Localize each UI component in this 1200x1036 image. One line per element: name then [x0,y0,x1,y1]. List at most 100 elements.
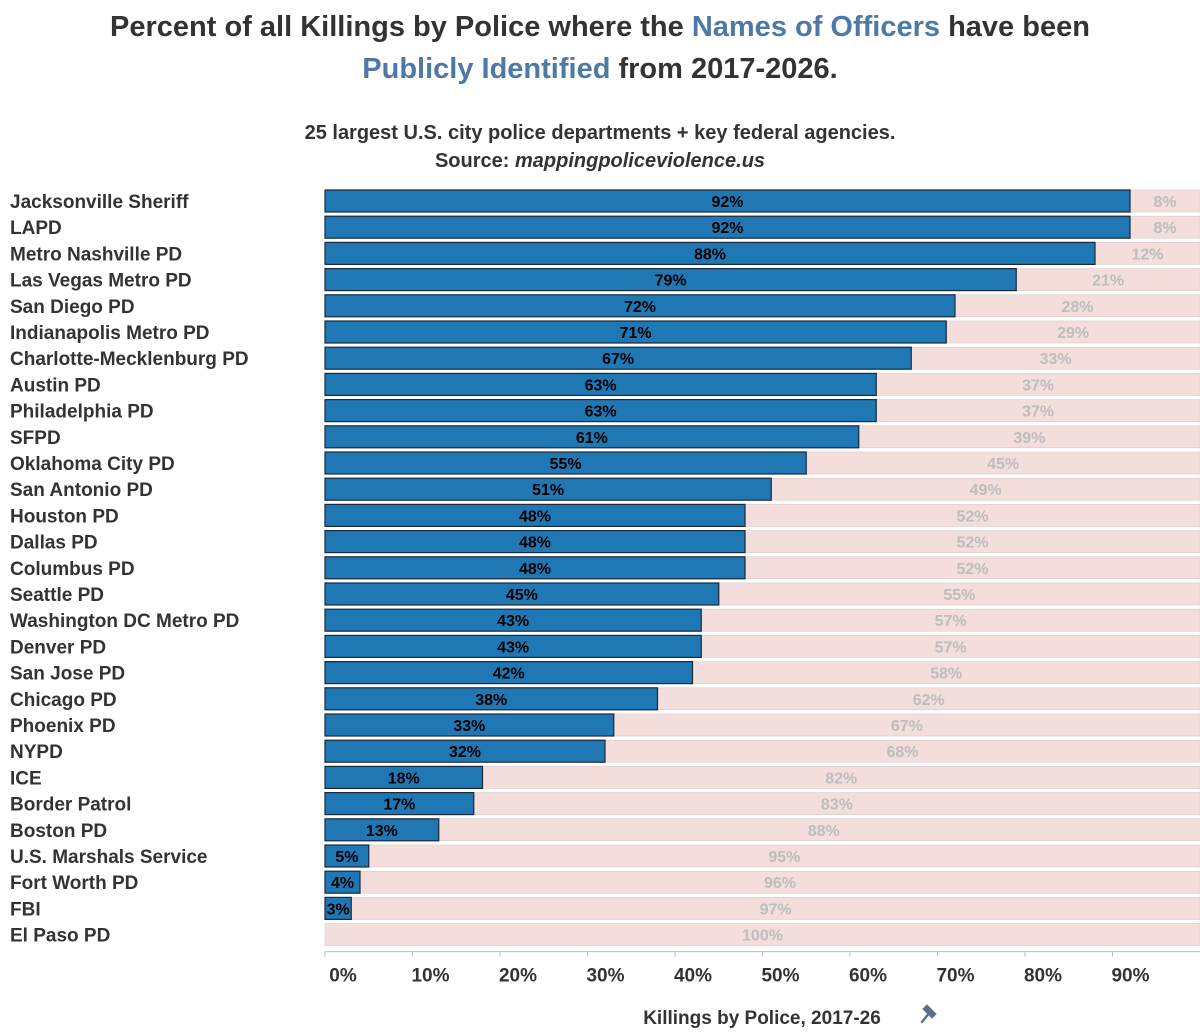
bar-identified [324,189,1131,213]
identified-value-label: 48% [519,508,551,525]
bar-row: El Paso PD 100% [10,923,1200,947]
bar-rows: Jacksonville Sheriff 92% 8% LAPD 92% 8% Metro … [10,189,1200,947]
not-identified-value-label: 37% [1022,377,1054,394]
bar-identified [324,791,475,816]
not-identified-value-label: 97% [760,901,792,918]
bar-identified [324,529,746,554]
not-identified-value-label: 52% [956,535,988,552]
category-label: NYPD [10,742,63,763]
bar-identified [324,425,860,449]
bar-identified [324,556,746,580]
pin-icon[interactable] [920,1004,937,1024]
category-label: Jacksonville Sheriff [10,192,189,213]
identified-value-label: 71% [620,325,652,342]
category-label: Philadelphia PD [10,402,154,423]
identified-value-label: 72% [624,299,656,316]
category-label: SFPD [10,428,61,449]
category-label: Phoenix PD [10,716,116,737]
identified-value-label: 18% [388,770,420,787]
category-label: San Jose PD [10,664,125,685]
identified-value-label: 13% [366,823,398,840]
category-label: Border Patrol [10,795,131,816]
x-axis-title: Killings by Police, 2017-26 [643,1008,881,1029]
x-tick-label: 60% [849,966,887,987]
category-label: Las Vegas Metro PD [10,271,192,292]
bar-identified [324,896,352,921]
bar-row: ICE 18% 82% [10,765,1200,790]
bar-row: San Jose PD 42% 58% [10,660,1200,685]
not-identified-value-label: 49% [970,482,1002,499]
bar-identified [324,477,772,501]
bar-row: Columbus PD 48% 52% [10,556,1200,580]
bar-row: San Antonio PD 51% 49% [10,477,1200,501]
identified-value-label: 92% [711,194,743,211]
bar-row: Phoenix PD 33% 67% [10,713,1200,737]
title-part-3: from 2017-2026. [610,53,838,85]
not-identified-value-label: 83% [821,797,853,814]
category-label: Seattle PD [10,585,104,606]
category-label: FBI [10,899,41,920]
not-identified-value-label: 58% [930,666,962,683]
bar-row: Dallas PD 48% 52% [10,529,1200,554]
bar-row: Indianapolis Metro PD 71% 29% [10,320,1200,344]
not-identified-value-label: 100% [742,928,783,945]
category-label: U.S. Marshals Service [10,847,208,868]
title-highlight-identified: Publicly Identified [362,53,611,85]
not-identified-value-label: 37% [1022,404,1054,421]
bar-identified [324,215,1131,239]
category-label: Fort Worth PD [10,873,138,894]
identified-value-label: 38% [475,692,507,709]
not-identified-value-label: 88% [808,823,840,840]
bar-identified [324,765,484,790]
bar-row: Charlotte-Mecklenburg PD 67% 33% [10,346,1200,370]
bar-row: Border Patrol 17% 83% [10,791,1200,816]
not-identified-value-label: 57% [935,639,967,656]
identified-value-label: 48% [519,535,551,552]
identified-value-label: 17% [383,797,415,814]
bar-identified [324,713,615,737]
x-tick-label: 10% [411,966,449,987]
bar-row: Oklahoma City PD 55% 45% [10,451,1200,475]
bar-row: LAPD 92% 8% [10,215,1200,239]
not-identified-value-label: 8% [1153,194,1176,211]
bar-row: Houston PD 48% 52% [10,503,1200,527]
chart-subtitle: 25 largest U.S. city police departments … [0,119,1200,175]
title-part-2: have been [940,11,1090,43]
identified-value-label: 33% [453,718,485,735]
not-identified-value-label: 29% [1057,325,1089,342]
identified-value-label: 45% [506,587,538,604]
identified-value-label: 5% [335,849,358,866]
not-identified-value-label: 28% [1061,299,1093,316]
bar-identified [324,294,956,318]
category-label: Indianapolis Metro PD [10,323,210,344]
bar-row: Fort Worth PD 4% 96% [10,870,1200,894]
title-part-1: Percent of all Killings by Police where … [110,11,692,43]
bar-row: U.S. Marshals Service 5% 95% [10,844,1200,868]
bar-row: Metro Nashville PD 88% 12% [10,241,1200,265]
x-tick-label: 20% [499,966,537,987]
category-label: Houston PD [10,506,119,527]
identified-value-label: 51% [532,482,564,499]
category-label: Dallas PD [10,533,98,554]
bar-identified [324,660,694,685]
bar-identified [324,687,659,711]
bar-identified [324,399,877,423]
bar-row: San Diego PD 72% 28% [10,294,1200,318]
not-identified-value-label: 21% [1092,273,1124,290]
identified-value-label: 42% [493,666,525,683]
bar-row: Chicago PD 38% 62% [10,687,1200,711]
not-identified-value-label: 52% [956,508,988,525]
bar-row: Seattle PD 45% 55% [10,582,1200,606]
category-label: Columbus PD [10,559,135,580]
not-identified-value-label: 39% [1013,430,1045,447]
title-highlight-names: Names of Officers [691,11,941,43]
identified-value-label: 63% [585,377,617,394]
identified-value-label: 79% [655,273,687,290]
not-identified-value-label: 62% [913,692,945,709]
x-tick-label: 0% [329,966,357,987]
not-identified-value-label: 57% [935,613,967,630]
category-label: ICE [10,768,42,789]
bar-row: SFPD 61% 39% [10,425,1200,449]
bar-row: Las Vegas Metro PD 79% 21% [10,268,1200,292]
bar-identified [324,241,1096,265]
